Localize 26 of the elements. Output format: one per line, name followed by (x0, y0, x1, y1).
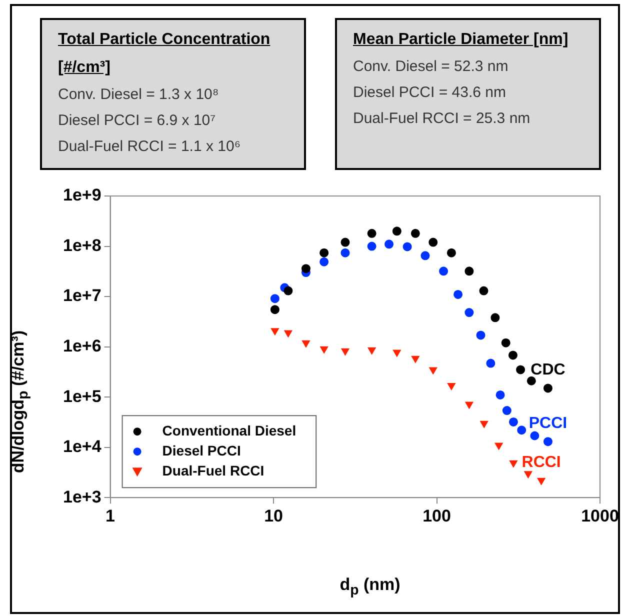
annotation: PCCI (528, 415, 568, 432)
text: Dual-Fuel RCCI = 1.1 x 10⁶ (58, 137, 242, 157)
x-tick-label: 1 (106, 506, 116, 526)
legend-label: Dual-Fuel RCCI (162, 462, 264, 478)
x-tick-label: 1000 (581, 506, 619, 526)
text: Mean Particle Diameter [nm] (353, 30, 570, 50)
y-tick-label: 1e+8 (62, 236, 102, 255)
annotation: CDC (530, 362, 566, 379)
y-tick-label: 1e+3 (62, 487, 102, 506)
text: Conv. Diesel = 52.3 nm (353, 57, 510, 77)
text: Total Particle Concentration [#/cm³] (58, 30, 272, 78)
y-tick-label: 1e+4 (62, 437, 102, 456)
text: Diesel PCCI = 6.9 x 10⁷ (58, 111, 217, 131)
y-tick-label: 1e+6 (62, 336, 102, 356)
legend-label: Diesel PCCI (162, 442, 241, 458)
text: Dual-Fuel RCCI = 25.3 nm (353, 109, 532, 129)
y-tick-label: 1e+9 (62, 186, 102, 205)
y-tick-label: 1e+5 (62, 386, 102, 406)
text: Conv. Diesel = 1.3 x 10⁸ (58, 85, 220, 105)
y-tick-label: 1e+7 (62, 286, 102, 306)
annotation: RCCI (522, 454, 561, 471)
x-tick-label: 100 (422, 506, 451, 526)
legend-label: Conventional Diesel (162, 422, 296, 438)
x-tick-label: 10 (264, 506, 283, 526)
text: Diesel PCCI = 43.6 nm (353, 83, 507, 103)
x-axis-title: d$_{p}$ (nm) (338, 575, 402, 598)
